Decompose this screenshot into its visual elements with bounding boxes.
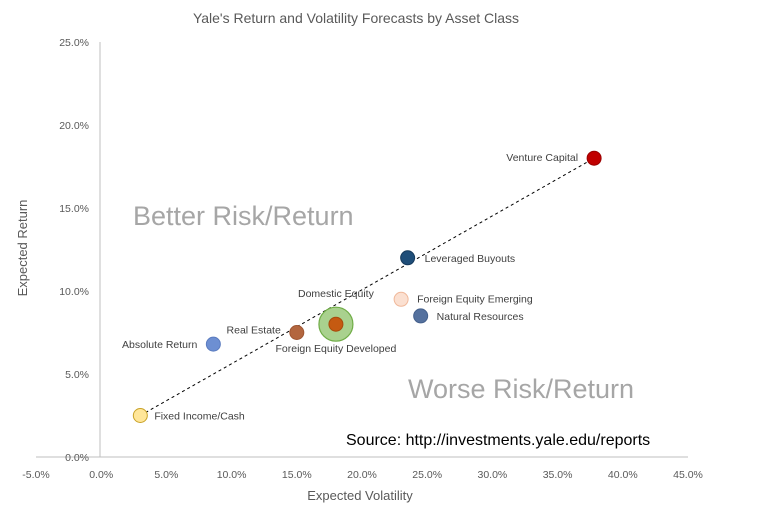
label-fixed-income-cash: Fixed Income/Cash [154, 411, 245, 423]
data-points [132, 150, 602, 423]
x-tick-label: 10.0% [217, 469, 247, 481]
y-tick-label: 10.0% [59, 286, 89, 298]
point-foreign-equity-emerging [393, 291, 409, 307]
x-tick-label: 20.0% [347, 469, 377, 481]
worse-risk-return-annotation: Worse Risk/Return [408, 374, 634, 404]
x-axis-title: Expected Volatility [307, 488, 413, 503]
label-foreign-equity-developed: Foreign Equity Developed [276, 343, 397, 355]
x-tick-label: -5.0% [22, 469, 49, 481]
point-fixed-income-cash [132, 408, 148, 423]
point-real-estate [289, 325, 305, 340]
x-tick-label: 35.0% [543, 469, 573, 481]
point-absolute-return [205, 336, 221, 352]
x-tick-label: 40.0% [608, 469, 638, 481]
source-annotation: Source: http://investments.yale.edu/repo… [346, 432, 650, 449]
y-axis-title: Expected Return [15, 200, 30, 297]
x-tick-label: 45.0% [673, 469, 703, 481]
y-tick-label: 5.0% [65, 369, 89, 381]
label-absolute-return: Absolute Return [122, 339, 197, 351]
label-real-estate: Real Estate [227, 325, 281, 337]
point-venture-capital [586, 150, 602, 166]
better-risk-return-annotation: Better Risk/Return [133, 201, 354, 231]
x-tick-label: 5.0% [154, 469, 178, 481]
label-foreign-equity-emerging: Foreign Equity Emerging [417, 293, 533, 305]
label-leveraged-buyouts: Leveraged Buyouts [425, 253, 515, 265]
point-natural-resources [413, 308, 429, 324]
point-foreign-equity-developed [328, 316, 344, 332]
trendline [140, 157, 595, 416]
x-tick-label: 15.0% [282, 469, 312, 481]
point-leveraged-buyouts [400, 250, 416, 266]
x-tick-label: 0.0% [89, 469, 113, 481]
y-tick-label: 25.0% [59, 37, 89, 49]
x-tick-label: 25.0% [412, 469, 442, 481]
x-tick-labels: -5.0% 0.0% 5.0% 10.0% 15.0% 20.0% 25.0% 30.0% 35… [22, 469, 703, 481]
chart-title: Yale's Return and Volatility Forecasts b… [193, 10, 519, 26]
label-venture-capital: Venture Capital [506, 152, 578, 164]
y-tick-label: 20.0% [59, 120, 89, 132]
y-tick-labels: 0.0% 5.0% 10.0% 15.0% 20.0% 25.0% [59, 37, 89, 464]
label-natural-resources: Natural Resources [437, 311, 524, 323]
data-point-labels: Fixed Income/Cash Absolute Return Real Est… [122, 152, 578, 422]
y-tick-label: 0.0% [65, 452, 89, 464]
label-domestic-equity: Domestic Equity [298, 288, 375, 300]
y-tick-label: 15.0% [59, 203, 89, 215]
x-tick-label: 30.0% [478, 469, 508, 481]
